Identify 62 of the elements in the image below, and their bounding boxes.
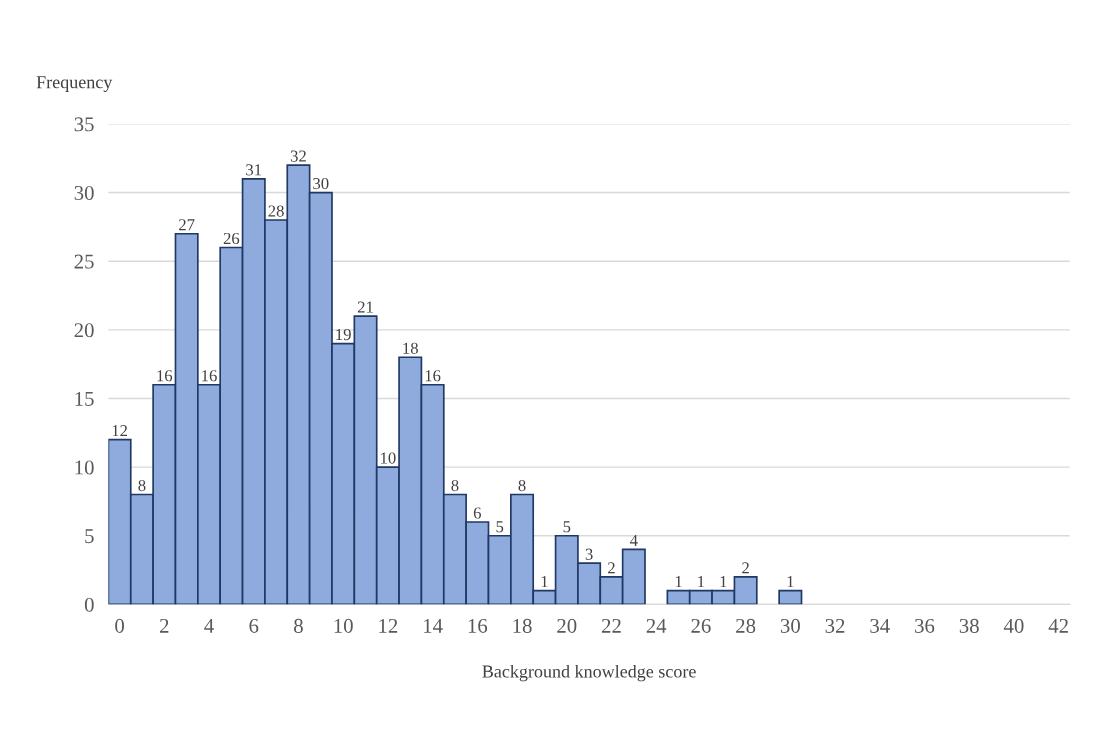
y-tick-label: 20 bbox=[74, 323, 94, 338]
y-tick-label: 5 bbox=[85, 529, 94, 544]
y-tick-label: 10 bbox=[75, 460, 94, 475]
data-label: 10 bbox=[381, 452, 396, 464]
data-label: 5 bbox=[496, 521, 504, 533]
data-label: 21 bbox=[357, 301, 373, 313]
data-label: 4 bbox=[629, 534, 638, 546]
data-label: 27 bbox=[179, 219, 195, 231]
data-label: 2 bbox=[742, 562, 749, 574]
x-tick-label: 8 bbox=[294, 618, 303, 633]
data-label: 26 bbox=[223, 232, 240, 245]
data-label: 1 bbox=[698, 576, 705, 588]
data-label: 28 bbox=[268, 205, 284, 217]
x-tick-label: 4 bbox=[204, 618, 214, 633]
x-tick-label: 42 bbox=[1048, 618, 1068, 633]
y-tick-label: 35 bbox=[74, 117, 94, 132]
data-label: 16 bbox=[202, 370, 217, 382]
x-tick-label: 12 bbox=[379, 618, 398, 633]
x-tick-label: 2 bbox=[160, 618, 169, 633]
x-tick-label: 26 bbox=[691, 618, 711, 633]
data-label: 8 bbox=[451, 479, 459, 492]
data-label: 1 bbox=[675, 576, 682, 588]
x-tick-label: 28 bbox=[736, 618, 756, 633]
data-label: 6 bbox=[473, 507, 481, 519]
x-tick-label: 34 bbox=[870, 618, 890, 633]
data-label: 19 bbox=[336, 328, 351, 341]
y-tick-label: 30 bbox=[74, 185, 94, 200]
x-axis-title: Background knowledge score bbox=[482, 664, 696, 682]
data-label: 16 bbox=[157, 370, 173, 382]
data-label: 1 bbox=[787, 576, 794, 588]
y-tick-label: 15 bbox=[75, 391, 94, 406]
data-label: 2 bbox=[608, 562, 615, 574]
data-label: 8 bbox=[518, 479, 526, 492]
data-label: 12 bbox=[112, 425, 127, 437]
x-tick-label: 16 bbox=[468, 618, 488, 633]
data-label: 1 bbox=[720, 576, 727, 588]
x-tick-label: 32 bbox=[825, 618, 845, 633]
x-tick-label: 20 bbox=[557, 618, 577, 633]
x-tick-label: 0 bbox=[115, 618, 124, 633]
y-tick-label: 25 bbox=[74, 254, 94, 269]
x-tick-label: 40 bbox=[1003, 618, 1024, 633]
data-label: 31 bbox=[246, 164, 262, 176]
bar bbox=[778, 589, 803, 605]
x-tick-label: 38 bbox=[959, 618, 979, 633]
data-label: 5 bbox=[563, 521, 571, 533]
data-label: 30 bbox=[313, 177, 329, 190]
x-tick-label: 30 bbox=[780, 618, 800, 633]
x-tick-label: 6 bbox=[249, 618, 259, 633]
x-tick-label: 24 bbox=[646, 618, 667, 633]
x-tick-label: 14 bbox=[424, 618, 443, 633]
data-label: 16 bbox=[425, 370, 441, 382]
data-label: 18 bbox=[403, 342, 418, 354]
x-tick-label: 18 bbox=[513, 618, 532, 633]
y-axis-title: Frequency bbox=[36, 76, 113, 93]
data-label: 3 bbox=[585, 548, 593, 560]
x-tick-label: 22 bbox=[601, 618, 621, 633]
x-tick-label: 36 bbox=[915, 618, 935, 633]
data-label: 1 bbox=[541, 576, 548, 588]
data-label: 8 bbox=[138, 479, 146, 492]
data-label: 32 bbox=[290, 150, 306, 162]
x-tick-label: 10 bbox=[334, 618, 353, 633]
y-tick-label: 0 bbox=[84, 597, 94, 612]
